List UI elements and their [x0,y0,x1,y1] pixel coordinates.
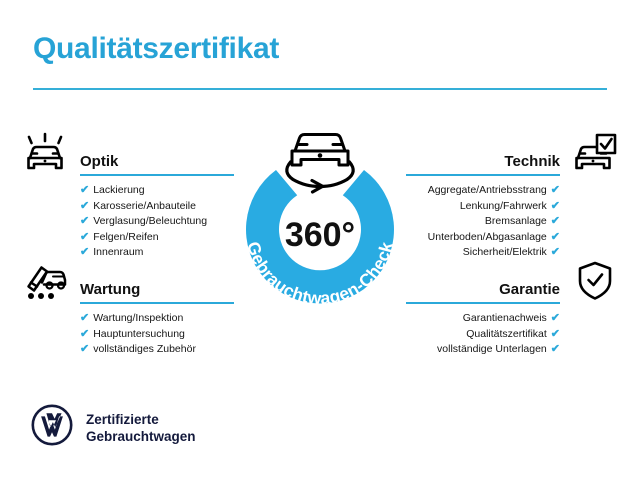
list-item-label: vollständiges Zubehör [93,343,196,356]
checklist: Garantienachweis ✔ Qualitätszertifikat ✔ v… [406,311,560,358]
badge-ring [246,170,394,304]
section-header: Optik [22,132,234,176]
list-item: ✔ Lackierung [80,183,234,199]
list-item-label: Aggregate/Antriebsstrang [427,184,547,196]
section-header: Wartung [22,260,234,304]
section-garantie: Garantie Garantienachweis ✔ Qualitätszert… [406,260,618,358]
list-item: ✔ Innenraum [80,245,234,261]
page-title: Qualitätszertifikat [33,32,280,65]
check-icon: ✔ [550,199,560,212]
check-icon: ✔ [550,215,560,228]
service-pen-car-icon [22,260,68,307]
car-checkbox-icon [572,132,618,179]
check-icon: ✔ [80,312,90,324]
section-wartung: Wartung ✔ Wartung/Inspektion ✔ Hauptunters… [22,260,234,358]
shield-check-icon [572,260,618,307]
list-item: ✔ Verglasung/Beleuchtung [80,214,234,230]
list-item: Aggregate/Antriebsstrang ✔ [406,183,560,199]
title-divider [33,88,607,90]
check-icon: ✔ [80,327,90,340]
section-title: Technik [504,153,560,170]
check-icon: ✔ [550,343,560,356]
checklist: ✔ Lackierung ✔ Karosserie/Anbauteile ✔ Verg… [80,183,234,261]
list-item: Lenkung/Fahrwerk ✔ [406,199,560,215]
section-divider [406,302,560,304]
check-icon: ✔ [80,230,90,243]
badge-center-label: 360° [285,216,355,254]
section-optik: Optik ✔ Lackierung ✔ Karosserie/Anbauteile… [22,132,234,261]
list-item-label: Unterboden/Abgasanlage [427,230,547,243]
list-item-label: Innenraum [93,246,144,259]
list-item: Sicherheit/Elektrik ✔ [406,245,560,261]
list-item-label: Sicherheit/Elektrik [462,246,547,259]
list-item: Qualitätszertifikat ✔ [406,327,560,343]
vw-logo-icon [31,404,73,451]
section-divider [80,302,234,304]
check-icon: ✔ [80,343,90,356]
list-item-label: vollständige Unterlagen [437,343,547,356]
section-divider [80,174,234,176]
check-icon: ✔ [550,312,560,324]
badge-360-gebrauchtwagen-check: Gebrauchtwagen-Check 360° [232,112,408,308]
list-item: Unterboden/Abgasanlage ✔ [406,230,560,246]
list-item: Garantienachweis ✔ [406,311,560,327]
list-item-label: Verglasung/Beleuchtung [93,215,208,228]
list-item: vollständige Unterlagen ✔ [406,342,560,358]
list-item-label: Wartung/Inspektion [93,312,184,324]
check-icon: ✔ [80,246,90,259]
section-title: Garantie [499,281,560,298]
section-technik: Technik Aggregate/Antriebsstrang ✔ Lenkun… [406,132,618,261]
section-divider [406,174,560,176]
list-item: ✔ Hauptuntersuchung [80,327,234,343]
list-item-label: Karosserie/Anbauteile [93,199,196,212]
section-title: Optik [80,153,119,170]
list-item: ✔ Wartung/Inspektion [80,311,234,327]
car-rotate-icon [285,133,355,194]
check-icon: ✔ [80,215,90,228]
list-item-label: Hauptuntersuchung [93,327,185,340]
list-item-label: Bremsanlage [484,215,547,228]
check-icon: ✔ [550,327,560,340]
list-item-label: Lackierung [93,184,145,196]
check-icon: ✔ [550,246,560,259]
checklist: ✔ Wartung/Inspektion ✔ Hauptuntersuchung ✔… [80,311,234,358]
list-item-label: Lenkung/Fahrwerk [459,199,547,212]
vw-wordmark: Zertifizierte Gebrauchtwagen [86,411,196,444]
list-item: ✔ vollständiges Zubehör [80,342,234,358]
section-header: Garantie [406,260,618,304]
list-item-label: Garantienachweis [462,312,547,324]
list-item-label: Qualitätszertifikat [466,327,547,340]
check-icon: ✔ [550,230,560,243]
list-item: Bremsanlage ✔ [406,214,560,230]
check-icon: ✔ [80,199,90,212]
list-item-label: Felgen/Reifen [93,230,159,243]
vw-certified-lockup: Zertifizierte Gebrauchtwagen [31,404,196,451]
list-item: ✔ Felgen/Reifen [80,230,234,246]
check-icon: ✔ [550,184,560,196]
section-header: Technik [406,132,618,176]
car-shine-icon [22,132,68,179]
section-title: Wartung [80,281,141,298]
check-icon: ✔ [80,184,90,196]
list-item: ✔ Karosserie/Anbauteile [80,199,234,215]
checklist: Aggregate/Antriebsstrang ✔ Lenkung/Fahrwe… [406,183,560,261]
